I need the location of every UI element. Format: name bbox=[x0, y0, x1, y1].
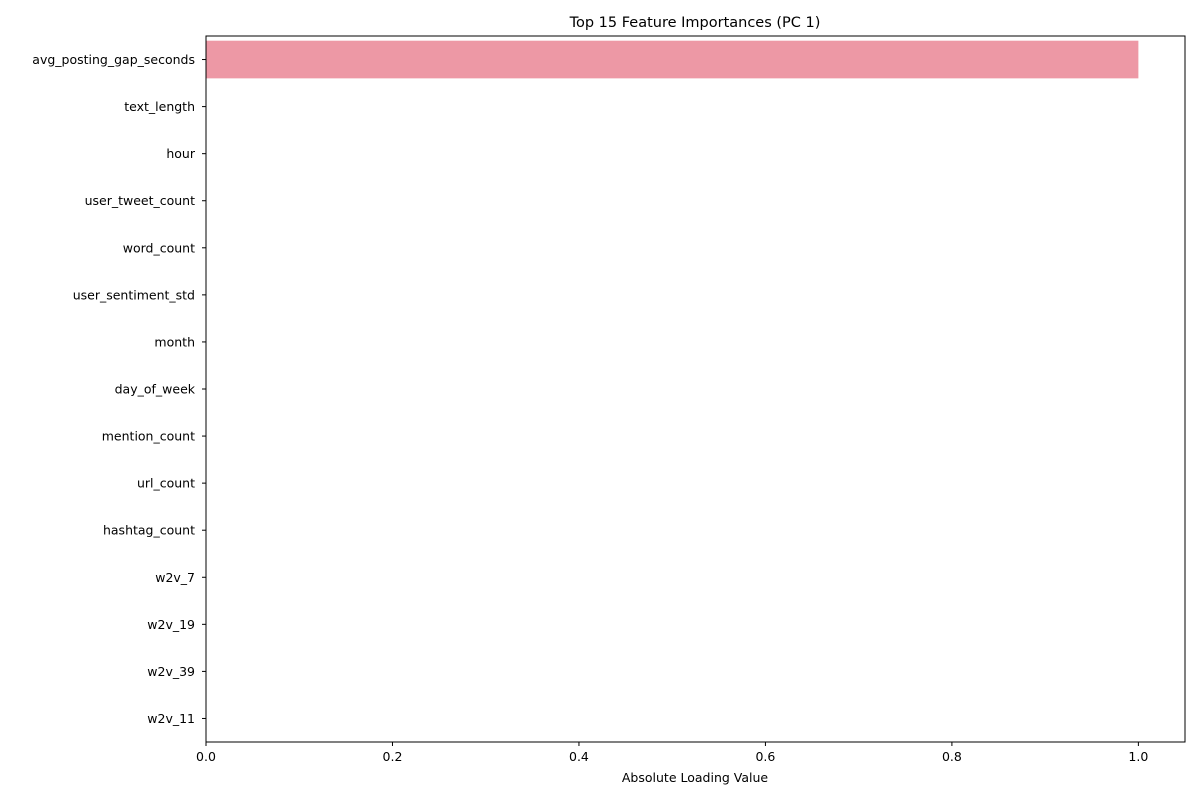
y-tick-label: month bbox=[154, 334, 195, 349]
y-tick-label: hashtag_count bbox=[103, 523, 195, 538]
y-tick-label: mention_count bbox=[102, 429, 195, 444]
y-tick-label: w2v_7 bbox=[155, 570, 195, 585]
bar-avg-posting-gap-seconds bbox=[206, 40, 1139, 79]
x-tick-label: 1.0 bbox=[1128, 749, 1148, 764]
y-tick-label: avg_posting_gap_seconds bbox=[32, 52, 195, 67]
x-axis-ticks: 0.0 0.2 0.4 0.6 0.8 1.0 bbox=[196, 742, 1148, 764]
x-tick-label: 0.8 bbox=[942, 749, 962, 764]
x-tick-label: 0.4 bbox=[569, 749, 589, 764]
x-tick-label: 0.2 bbox=[383, 749, 403, 764]
y-tick-label: day_of_week bbox=[115, 382, 196, 397]
x-axis-label: Absolute Loading Value bbox=[622, 770, 769, 785]
y-tick-label: user_sentiment_std bbox=[73, 287, 195, 302]
y-tick-label: text_length bbox=[124, 99, 195, 114]
y-tick-label: word_count bbox=[123, 240, 195, 255]
axis-spines bbox=[205, 35, 1186, 743]
y-tick-label: hour bbox=[166, 146, 195, 161]
chart-title: Top 15 Feature Importances (PC 1) bbox=[569, 15, 821, 31]
plot-frame bbox=[205, 35, 1186, 743]
y-tick-label: w2v_39 bbox=[147, 664, 195, 679]
y-tick-label: w2v_11 bbox=[147, 711, 195, 726]
bars-layer bbox=[206, 40, 1139, 79]
x-tick-label: 0.6 bbox=[755, 749, 775, 764]
x-tick-label: 0.0 bbox=[196, 749, 216, 764]
y-tick-label: url_count bbox=[137, 476, 195, 491]
y-tick-label: user_tweet_count bbox=[85, 193, 196, 208]
y-tick-label: w2v_19 bbox=[147, 617, 195, 632]
